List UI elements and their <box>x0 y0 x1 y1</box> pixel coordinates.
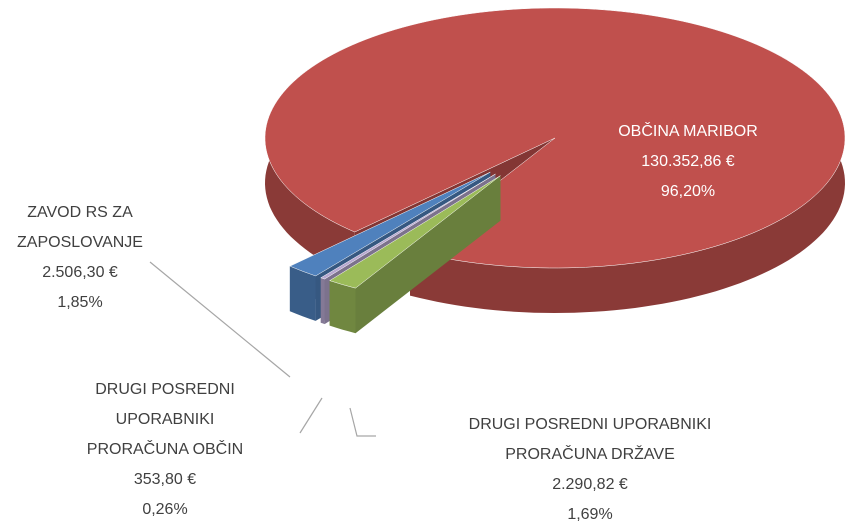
label-value: 2.290,82 € <box>552 476 628 493</box>
label-name: ZAVOD RS ZA ZAPOSLOVANJE <box>17 204 143 251</box>
slice <box>320 173 496 280</box>
label-name: DRUGI POSREDNI UPORABNIKI PRORAČUNA OBČI… <box>86 381 244 458</box>
slice <box>329 175 501 289</box>
slice-wall <box>320 277 325 325</box>
label-percent: 96,20% <box>660 183 716 200</box>
data-label: DRUGI POSREDNI UPORABNIKI PRORAČUNA DRŽA… <box>465 410 715 521</box>
data-label: OBČINA MARIBOR 130.352,86 € 96,20% <box>588 117 788 207</box>
slice-wall <box>329 280 356 334</box>
label-value: 2.506,30 € <box>42 264 118 281</box>
slice <box>289 171 491 277</box>
data-label: DRUGI POSREDNI UPORABNIKI PRORAČUNA OBČI… <box>65 375 265 521</box>
slice <box>264 7 846 269</box>
label-value: 130.352,86 € <box>641 153 735 170</box>
leader-line <box>349 407 376 437</box>
label-value: 353,80 € <box>133 471 197 488</box>
label-name: OBČINA MARIBOR <box>618 123 758 140</box>
slices <box>264 7 846 334</box>
label-percent: 1,69% <box>567 506 613 521</box>
slice-side <box>355 175 501 334</box>
label-percent: 0,26% <box>142 501 188 518</box>
data-label: ZAVOD RS ZA ZAPOSLOVANJE 2.506,30 € 1,85… <box>5 198 155 318</box>
leader-line <box>149 261 291 378</box>
label-percent: 1,85% <box>57 294 103 311</box>
leader-line <box>299 397 323 434</box>
slice-wall <box>289 266 316 321</box>
label-name: DRUGI POSREDNI UPORABNIKI PRORAČUNA DRŽA… <box>468 416 712 463</box>
